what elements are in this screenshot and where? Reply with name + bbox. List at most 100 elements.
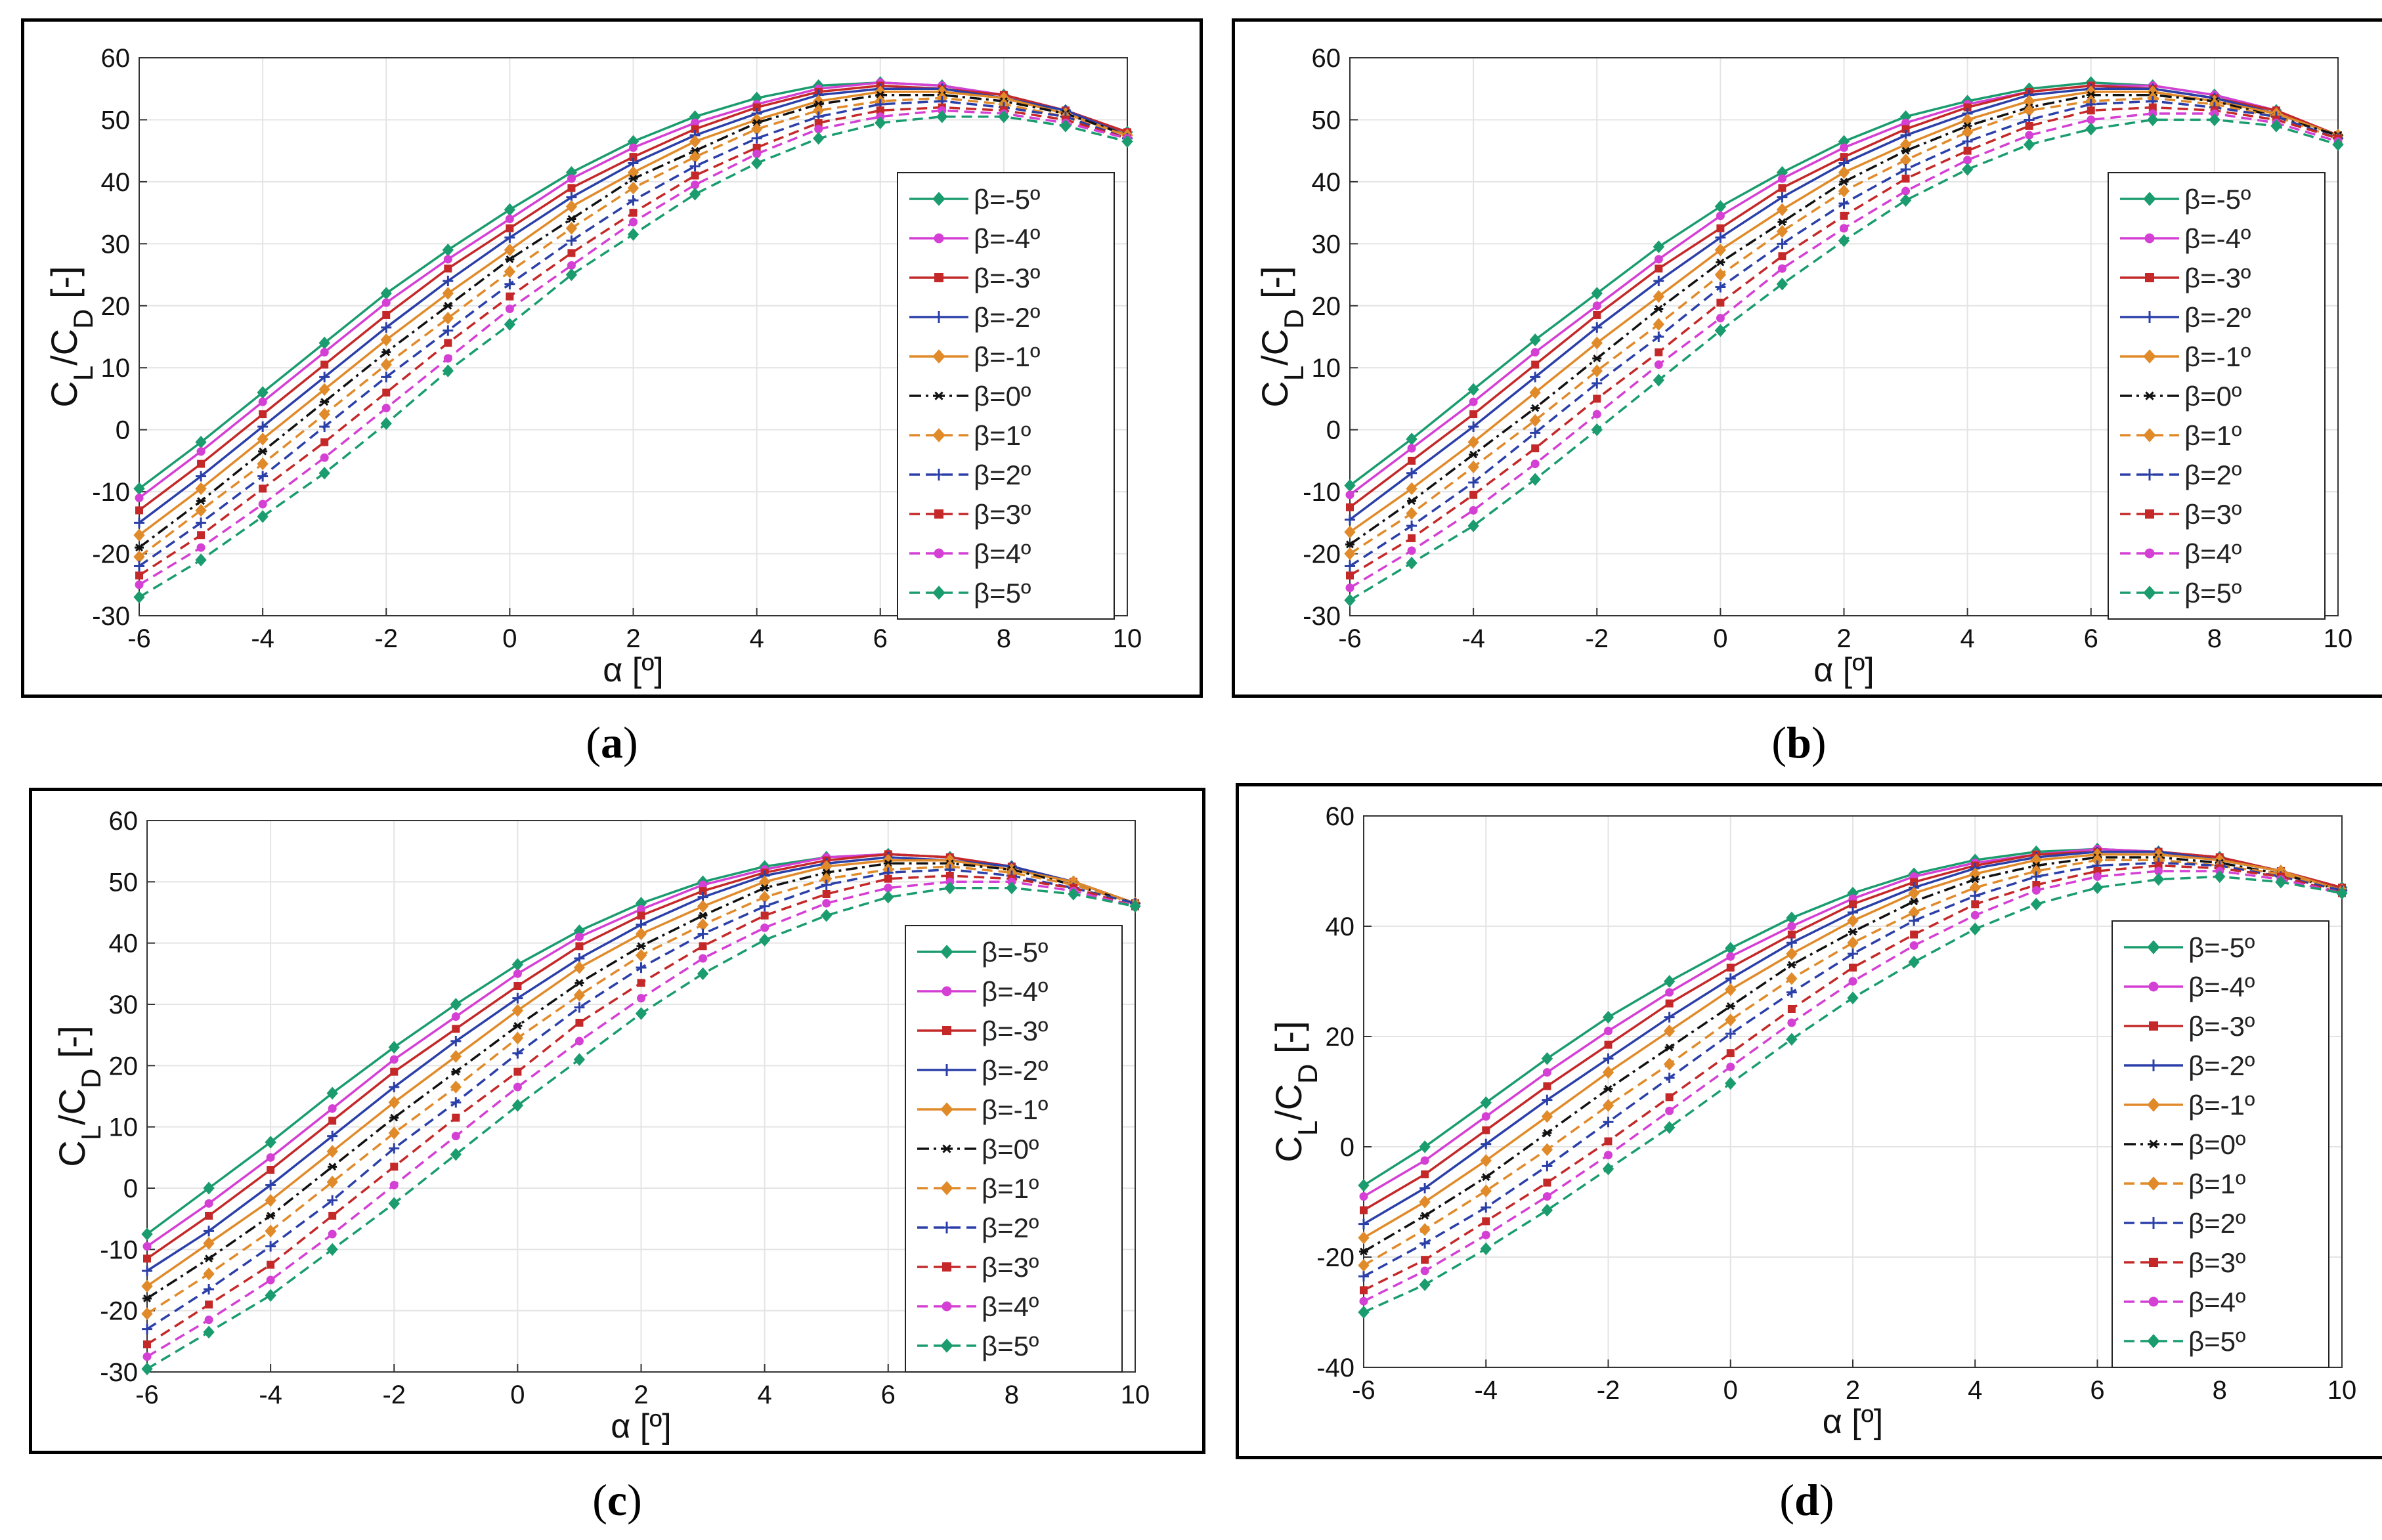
data-point [1908,955,1920,969]
y-axis-label-subscript: D [68,309,98,329]
x-tick-label: 8 [2213,1376,2227,1405]
series-6 [135,91,1132,552]
data-point [1406,467,1418,479]
data-point [822,890,831,898]
data-point [1665,999,1674,1008]
legend-marker [2148,981,2159,992]
data-point [512,993,523,1004]
series-9 [143,872,1139,1348]
data-point [196,517,207,528]
legend-marker [2145,273,2154,282]
y-tick-label: 40 [1326,912,1355,941]
data-point [1716,211,1725,221]
data-point [1654,255,1663,264]
data-point [1847,991,1859,1004]
data-point [328,1117,337,1125]
legend-marker [2144,311,2155,323]
y-tick-label: 0 [1326,416,1341,445]
y-tick-label: -20 [100,1297,138,1326]
y-tick-label: -20 [92,540,130,569]
y-tick-label: 60 [1326,802,1355,831]
data-point [1406,482,1418,496]
y-axis-label-part: C [51,1140,93,1166]
y-axis-label-part: C [43,381,85,407]
data-point [1408,534,1416,542]
data-point [320,360,329,369]
legend-marker [934,233,944,244]
data-point [1716,258,1725,267]
legend-marker [942,1262,951,1272]
data-point [1345,490,1354,500]
series-group [1358,842,2348,1319]
data-point [567,174,576,183]
y-tick-label: 10 [101,354,131,383]
data-point [1909,897,1919,906]
data-point [1901,125,1910,133]
data-point [699,887,707,895]
data-point [1543,1178,1551,1187]
data-point [1653,240,1664,253]
data-point [1654,360,1663,369]
legend-label: β=-5º [2184,184,2251,215]
data-point [443,255,452,264]
data-point [1121,135,1133,148]
legend-label: β=3º [982,1252,1039,1283]
data-point [635,949,647,962]
legend-marker [2143,349,2156,364]
data-point [1777,218,1787,226]
data-point [1469,505,1478,515]
data-point [758,933,771,947]
x-tick-label: 2 [634,1380,648,1409]
legend-marker [934,273,943,282]
legend-label: β=-3º [2188,1011,2255,1042]
data-point [629,217,638,226]
caption-a: (a) [586,717,638,767]
data-point [1725,1002,1735,1010]
data-point [320,438,329,446]
data-point [265,1289,276,1302]
legend: β=-5º β=-4º β=-3º β=-2º β=-1º β=0º β=1º β=2º β=3… [897,172,1115,620]
series-10 [142,877,1140,1361]
data-point [1482,1126,1490,1134]
data-point [267,1260,275,1269]
legend-marker [942,1026,951,1035]
data-point [699,942,707,951]
data-point [1901,175,1910,183]
x-tick-label: 6 [873,624,888,653]
y-axis-label-part: C [1268,1136,1309,1162]
data-point [444,265,452,273]
data-point [1840,153,1848,161]
data-point [1602,1010,1614,1024]
data-point [1529,333,1541,347]
data-point [1406,556,1418,570]
x-tick-label: 0 [510,1380,525,1409]
data-point [1963,156,1972,165]
legend-marker [934,548,944,559]
data-point [450,998,462,1011]
y-tick-label: 30 [1312,230,1341,259]
data-point [944,881,956,895]
data-point [1725,1028,1736,1039]
data-point [1776,225,1788,238]
data-point [1786,960,1796,969]
data-point [1664,1012,1675,1023]
x-tick-label: -6 [1338,624,1362,653]
data-point [1653,289,1664,303]
legend-label: β=-3º [982,1016,1048,1046]
data-point [257,471,269,482]
legend-marker [2148,1296,2159,1307]
legend-marker [2149,1258,2158,1267]
data-point [142,1352,152,1361]
data-point [258,397,267,406]
data-point [258,500,267,509]
data-point [1604,1027,1613,1036]
data-point [134,561,144,572]
data-point [574,932,584,941]
series-11 [1344,113,2344,607]
data-point [504,232,515,243]
data-point [752,143,761,152]
data-point [1776,203,1788,217]
